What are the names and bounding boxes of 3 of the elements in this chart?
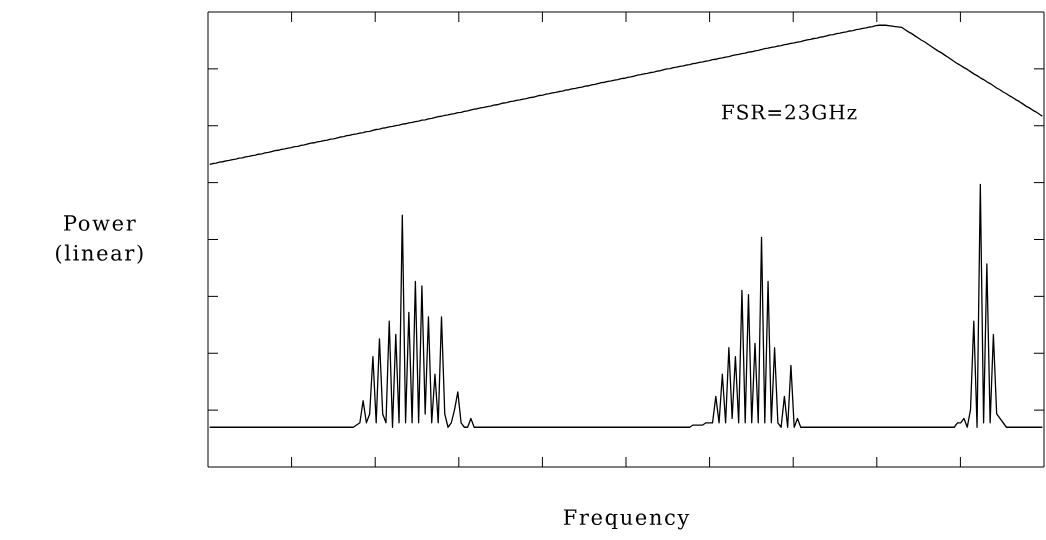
- x-axis-title: Frequency: [563, 509, 690, 530]
- y-axis-title: Power (linear): [56, 215, 143, 264]
- annotation: FSR=23GHz: [721, 104, 857, 120]
